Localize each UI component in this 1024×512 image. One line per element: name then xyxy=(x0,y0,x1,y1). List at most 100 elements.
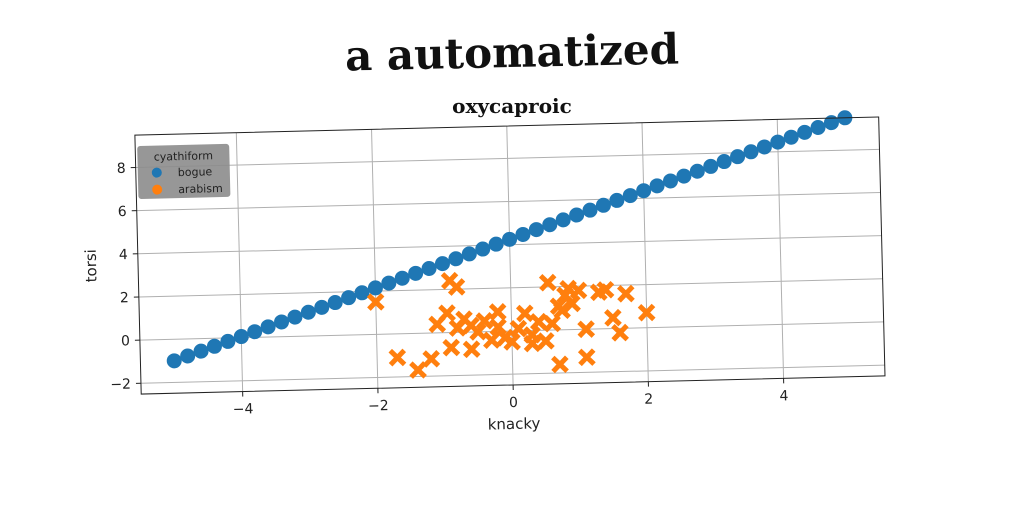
series-bogue xyxy=(166,110,853,369)
data-point-bogue xyxy=(434,256,450,272)
data-point-bogue xyxy=(488,236,504,252)
data-point-arabism xyxy=(447,278,466,296)
series-arabism xyxy=(366,271,656,379)
data-point-bogue xyxy=(636,183,652,199)
x-grid-line xyxy=(776,119,785,379)
legend-label-bogue: bogue xyxy=(178,165,213,179)
data-point-bogue xyxy=(797,124,813,140)
data-point-arabism xyxy=(488,303,507,321)
data-point-bogue xyxy=(502,231,518,247)
data-point-arabism xyxy=(553,301,571,320)
data-point-bogue xyxy=(515,226,531,242)
data-point-arabism xyxy=(596,280,615,299)
data-point-bogue xyxy=(166,353,182,369)
data-point-arabism xyxy=(503,332,521,351)
y-axis-label: torsi xyxy=(82,249,101,283)
data-point-arabism xyxy=(611,323,629,342)
data-point-bogue xyxy=(662,173,678,189)
data-point-bogue xyxy=(716,154,732,170)
x-tick-label: −2 xyxy=(368,398,389,414)
y-tick-label: 8 xyxy=(117,161,126,177)
data-point-bogue xyxy=(676,168,692,184)
data-point-bogue xyxy=(260,319,276,335)
data-point-bogue xyxy=(461,246,477,262)
data-point-bogue xyxy=(408,265,424,281)
data-point-arabism xyxy=(523,334,542,353)
x-grid-line xyxy=(371,129,379,389)
data-point-bogue xyxy=(206,338,222,354)
data-point-bogue xyxy=(193,343,209,359)
data-point-arabism xyxy=(462,316,480,335)
y-tick-label: 2 xyxy=(120,290,129,306)
data-point-bogue xyxy=(622,188,638,204)
data-point-bogue xyxy=(180,348,196,364)
data-point-bogue xyxy=(528,222,544,238)
x-axis-label: knacky xyxy=(488,414,541,433)
data-point-arabism xyxy=(388,348,407,367)
data-point-arabism xyxy=(563,294,581,313)
data-point-bogue xyxy=(810,120,826,136)
data-point-bogue xyxy=(421,260,437,276)
y-grid-line xyxy=(136,191,881,212)
data-point-bogue xyxy=(582,202,598,218)
data-point-bogue xyxy=(220,333,236,349)
ticks: −4 −2 0 2 4 −2 0 2 4 6 8 xyxy=(110,161,789,418)
data-point-bogue xyxy=(274,314,290,330)
data-point-arabism xyxy=(529,312,548,331)
data-point-bogue xyxy=(394,270,410,286)
data-point-bogue xyxy=(743,144,759,160)
x-tick-label: −4 xyxy=(233,401,254,418)
data-point-arabism xyxy=(482,331,501,350)
x-grid-line xyxy=(235,132,244,392)
y-grid-line xyxy=(140,364,885,384)
y-tick-label: −2 xyxy=(110,377,131,393)
legend-marker-bogue xyxy=(151,167,162,178)
data-point-arabism xyxy=(551,355,569,374)
data-point-arabism xyxy=(577,348,596,367)
data-point-bogue xyxy=(756,139,772,155)
data-point-bogue xyxy=(689,163,705,179)
data-point-bogue xyxy=(783,129,799,145)
data-point-arabism xyxy=(475,311,494,330)
data-point-arabism xyxy=(604,308,622,327)
x-tick-label: 4 xyxy=(779,388,788,404)
legend[interactable]: cyathiform bogue arabism xyxy=(137,143,231,199)
grid xyxy=(135,119,885,392)
data-point-bogue xyxy=(569,207,585,223)
data-point-arabism xyxy=(462,340,481,359)
data-point-bogue xyxy=(381,275,397,291)
y-grid-line xyxy=(138,278,883,298)
data-point-arabism xyxy=(637,303,656,322)
data-point-bogue xyxy=(287,309,303,325)
data-point-bogue xyxy=(703,158,719,174)
data-point-bogue xyxy=(770,134,786,150)
data-point-bogue xyxy=(542,217,558,233)
data-point-bogue xyxy=(327,295,343,311)
data-point-bogue xyxy=(300,304,316,320)
legend-marker-arabism xyxy=(152,184,163,195)
y-tick-label: 0 xyxy=(121,333,130,349)
data-point-bogue xyxy=(609,192,625,208)
series-layer xyxy=(166,110,853,379)
x-tick-label: 0 xyxy=(509,395,518,411)
data-point-bogue xyxy=(475,241,491,257)
x-grid-line xyxy=(641,122,649,382)
data-point-arabism xyxy=(409,361,427,379)
data-point-arabism xyxy=(536,332,555,350)
data-point-bogue xyxy=(314,299,330,315)
data-point-arabism xyxy=(577,320,596,339)
legend-label-arabism: arabism xyxy=(178,182,223,196)
data-point-arabism xyxy=(538,273,557,292)
data-point-bogue xyxy=(823,115,839,131)
data-point-bogue xyxy=(649,178,665,194)
y-tick-label: 6 xyxy=(118,204,127,220)
data-point-arabism xyxy=(438,304,456,323)
data-point-arabism xyxy=(509,319,528,338)
y-tick-label: 4 xyxy=(119,247,128,263)
x-tick-label: 2 xyxy=(644,392,653,408)
data-point-bogue xyxy=(247,324,263,340)
data-point-bogue xyxy=(354,285,370,301)
data-point-bogue xyxy=(448,251,464,267)
data-point-bogue xyxy=(233,329,249,345)
